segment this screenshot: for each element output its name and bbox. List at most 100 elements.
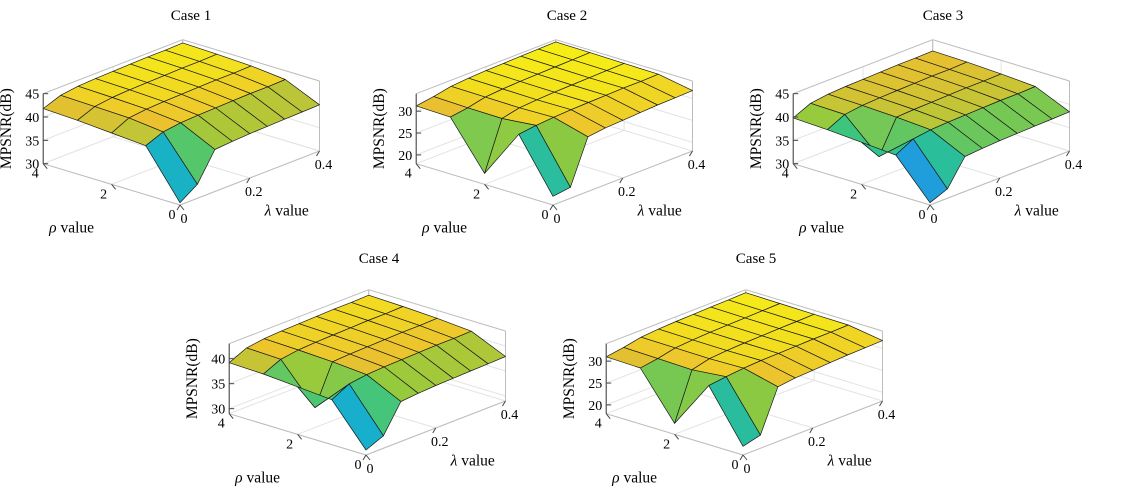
- axis-box-edge: [745, 289, 883, 332]
- y-axis-label: ρ value: [611, 469, 657, 486]
- x-axis-symbol: λ: [827, 452, 835, 469]
- z-tick-label: 40: [211, 353, 225, 368]
- y-tick-label: 2: [100, 187, 107, 202]
- x-axis-label: λ value: [1014, 202, 1059, 219]
- z-tick-label: 25: [588, 377, 602, 392]
- y-axis-symbol: ρ: [234, 469, 242, 486]
- y-tick-mark: [42, 163, 48, 169]
- y-axis-text: value: [807, 219, 845, 236]
- y-tick-mark: [552, 204, 558, 211]
- x-axis-label: λ value: [637, 202, 682, 219]
- y-tick-mark: [929, 204, 935, 211]
- y-tick-label: 2: [663, 437, 670, 452]
- x-tick-mark: [549, 204, 554, 211]
- y-tick-label: 4: [405, 167, 412, 182]
- x-axis-symbol: λ: [637, 202, 645, 219]
- surface-patch: [708, 376, 761, 447]
- y-axis-text: value: [57, 219, 95, 236]
- x-tick-label: 0: [554, 212, 561, 227]
- x-tick-mark: [176, 204, 181, 211]
- x-axis-label: λ value: [450, 452, 495, 469]
- y-tick-mark: [674, 434, 679, 440]
- z-axis-label: MPSNR(dB): [0, 88, 15, 169]
- y-axis-symbol: ρ: [798, 219, 806, 236]
- y-tick-label: 4: [595, 417, 602, 432]
- z-tick-label: 30: [588, 355, 602, 370]
- y-tick-mark: [484, 184, 489, 190]
- z-tick-label: 25: [398, 127, 412, 142]
- z-axis-label: MPSNR(dB): [561, 338, 578, 419]
- x-tick-mark: [362, 454, 367, 461]
- axis-box-edge: [368, 289, 506, 332]
- y-tick-label: 0: [355, 458, 362, 473]
- x-tick-label: 0: [931, 212, 938, 227]
- surface-patch: [895, 138, 948, 204]
- y-tick-mark: [605, 413, 611, 419]
- z-tick-label: 35: [775, 134, 789, 149]
- y-tick-mark: [297, 434, 302, 440]
- y-axis-label: ρ value: [798, 219, 844, 236]
- y-axis-text: value: [430, 219, 468, 236]
- z-tick-label: 30: [211, 403, 225, 418]
- axis-box-edge: [229, 289, 369, 345]
- y-tick-mark: [111, 184, 116, 190]
- surface-patch: [450, 107, 503, 174]
- y-axis-text: value: [243, 469, 281, 486]
- x-axis-symbol: λ: [1014, 202, 1022, 219]
- surface-patch: [518, 125, 571, 197]
- y-tick-label: 4: [218, 417, 225, 432]
- z-tick-label: 40: [25, 111, 39, 126]
- x-axis-symbol: λ: [450, 452, 458, 469]
- y-tick-label: 0: [542, 208, 549, 223]
- x-tick-label: 0.2: [618, 185, 636, 200]
- y-axis-label: ρ value: [421, 219, 467, 236]
- x-tick-mark: [879, 400, 883, 407]
- y-tick-label: 0: [732, 458, 739, 473]
- y-tick-mark: [742, 454, 748, 461]
- x-axis-label: λ value: [827, 452, 872, 469]
- x-tick-mark: [619, 177, 624, 184]
- axis-box-edge: [555, 39, 693, 82]
- y-axis-text: value: [620, 469, 658, 486]
- x-axis-text: value: [644, 202, 682, 219]
- z-tick-label: 30: [25, 158, 39, 173]
- z-tick-label: 35: [25, 134, 39, 149]
- axis-box-edge: [416, 39, 556, 95]
- y-axis-symbol: ρ: [611, 469, 619, 486]
- surface-patch: [331, 383, 384, 451]
- axis-box-edge: [932, 39, 1070, 82]
- z-tick-label: 35: [211, 378, 225, 393]
- x-tick-label: 0.4: [1065, 158, 1083, 173]
- surface-patch: [145, 131, 198, 204]
- panel-title: Case 4: [359, 251, 400, 267]
- x-tick-label: 0.2: [245, 185, 263, 200]
- x-tick-label: 0.2: [808, 435, 826, 450]
- y-tick-mark: [179, 204, 185, 211]
- x-tick-label: 0.2: [431, 435, 449, 450]
- x-tick-label: 0: [367, 462, 374, 477]
- x-axis-label: λ value: [264, 202, 309, 219]
- y-tick-label: 4: [782, 167, 789, 182]
- x-tick-mark: [432, 427, 437, 434]
- x-tick-mark: [316, 150, 320, 157]
- panel-title: Case 2: [547, 8, 587, 24]
- z-tick-label: 30: [398, 105, 412, 120]
- x-axis-text: value: [834, 452, 872, 469]
- x-axis-text: value: [271, 202, 309, 219]
- x-tick-mark: [996, 177, 1001, 184]
- y-tick-mark: [415, 163, 421, 169]
- x-tick-mark: [926, 204, 931, 211]
- y-tick-mark: [228, 413, 234, 419]
- x-tick-label: 0.4: [315, 158, 333, 173]
- axis-box-edge: [43, 39, 183, 95]
- z-tick-label: 45: [25, 88, 39, 103]
- x-axis-text: value: [457, 452, 495, 469]
- z-tick-label: 45: [775, 88, 789, 103]
- x-tick-mark: [689, 150, 693, 157]
- z-tick-label: 20: [398, 149, 412, 164]
